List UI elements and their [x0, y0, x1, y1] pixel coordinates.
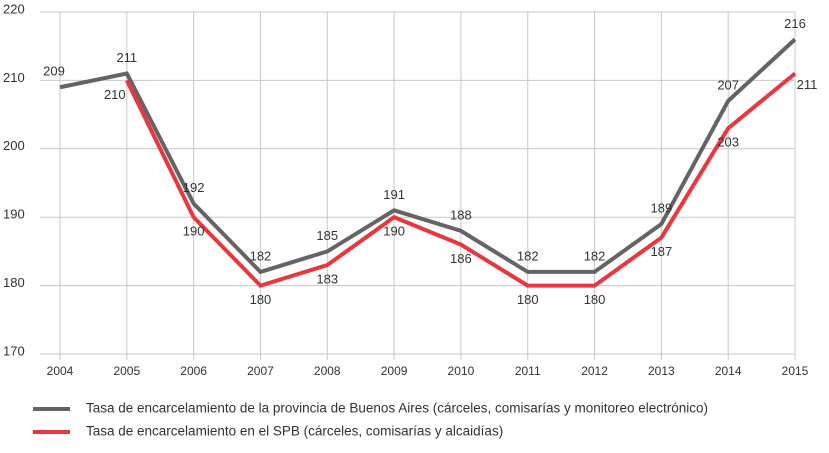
data-label: 186 [450, 251, 472, 266]
data-label: 209 [43, 64, 65, 79]
data-label: 183 [316, 272, 338, 287]
x-tick-label: 2004 [47, 364, 74, 378]
x-tick-label: 2009 [381, 364, 408, 378]
data-label: 189 [651, 200, 673, 215]
data-label: 182 [584, 248, 606, 263]
line-series [59, 37, 797, 275]
data-label: 203 [717, 135, 739, 150]
data-label: 180 [250, 292, 272, 307]
data-label: 190 [183, 224, 205, 239]
x-tick-label: 2005 [113, 364, 140, 378]
x-tick-label: 2010 [448, 364, 475, 378]
data-label: 191 [383, 187, 405, 202]
x-tick-label: 2011 [515, 364, 541, 378]
data-label: 211 [797, 77, 818, 92]
x-tick-label: 2006 [180, 364, 207, 378]
data-label: 210 [104, 87, 126, 102]
data-label: 192 [183, 180, 205, 195]
data-label: 180 [584, 292, 606, 307]
y-tick-label: 190 [3, 207, 25, 222]
data-label: 185 [316, 228, 338, 243]
legend-label: Tasa de encarcelamiento de la provincia … [86, 401, 708, 416]
y-tick-label: 200 [3, 138, 25, 153]
x-tick-label: 2008 [314, 364, 341, 378]
data-label: 207 [717, 77, 739, 92]
data-label: 188 [450, 207, 472, 222]
data-label: 180 [517, 292, 539, 307]
x-tick-label: 2007 [247, 364, 274, 378]
legend-label: Tasa de encarcelamiento en el SPB (cárce… [86, 424, 503, 439]
y-tick-label: 220 [3, 1, 25, 16]
y-tick-label: 180 [3, 275, 25, 290]
data-label: 182 [517, 248, 539, 263]
y-tick-label: 170 [3, 343, 25, 358]
data-label: 216 [784, 16, 806, 31]
data-label: 182 [250, 248, 272, 263]
x-tick-label: 2015 [782, 364, 809, 378]
x-tick-label: 2012 [581, 364, 608, 378]
x-tick-label: 2013 [648, 364, 675, 378]
data-label: 211 [116, 50, 137, 65]
data-label: 187 [651, 244, 673, 259]
y-tick-label: 210 [3, 70, 25, 85]
x-tick-label: 2014 [715, 364, 742, 378]
line-series [125, 72, 797, 288]
data-label: 190 [383, 224, 405, 239]
